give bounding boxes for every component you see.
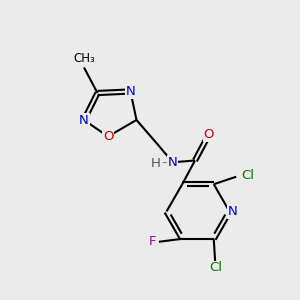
Text: N: N xyxy=(126,85,135,98)
Text: N: N xyxy=(168,155,177,169)
Text: Cl: Cl xyxy=(241,169,254,182)
Text: N: N xyxy=(228,205,237,218)
Text: O: O xyxy=(203,128,214,141)
Text: Cl: Cl xyxy=(209,261,222,274)
Text: N: N xyxy=(79,113,89,127)
Text: F: F xyxy=(148,235,156,248)
Text: O: O xyxy=(103,130,113,143)
Text: H: H xyxy=(151,157,161,170)
Text: CH₃: CH₃ xyxy=(73,52,95,65)
